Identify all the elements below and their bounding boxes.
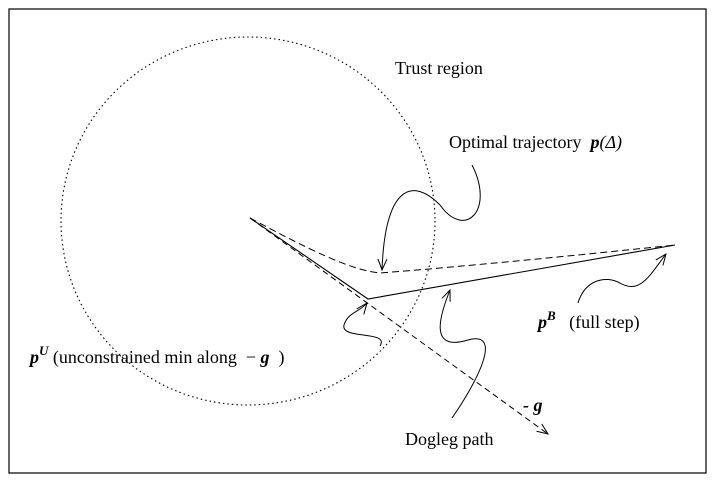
optimal-trajectory-curve [249, 217, 676, 274]
optimal-trajectory-label: Optimal trajectory p(Δ) [449, 132, 623, 152]
pb-label: pB (full step) [538, 308, 640, 332]
negative-gradient-label: - g [523, 395, 543, 415]
dogleg-pointer [439, 290, 486, 419]
figure-frame [8, 8, 707, 474]
pb-pointer [577, 254, 666, 304]
pu-pointer [343, 303, 382, 347]
dogleg-path-line [249, 217, 676, 300]
negative-gradient-line [249, 217, 548, 434]
dogleg-path-label: Dogleg path [405, 429, 494, 449]
trust-region-label: Trust region [395, 58, 483, 78]
optimal-trajectory-pointer [382, 164, 481, 270]
pu-label: pU (unconstrained min along − g ) [30, 343, 285, 367]
trust-region-circle [60, 36, 436, 406]
